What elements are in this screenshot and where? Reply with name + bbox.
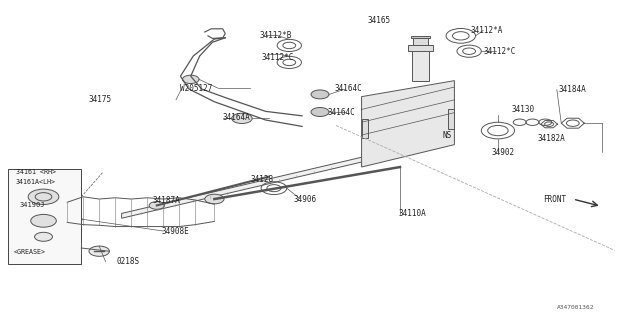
Text: 34182A: 34182A [538, 134, 565, 143]
Circle shape [31, 214, 56, 227]
Circle shape [28, 189, 59, 204]
Circle shape [89, 246, 109, 256]
Circle shape [35, 232, 52, 241]
Bar [411, 36, 430, 38]
Text: NS: NS [443, 131, 452, 140]
Text: 34187A: 34187A [152, 196, 180, 205]
Bar [448, 109, 454, 129]
Circle shape [311, 108, 329, 116]
Text: 34902: 34902 [492, 148, 515, 157]
Text: 34908E: 34908E [161, 227, 189, 236]
Text: 34164A: 34164A [223, 113, 250, 122]
Text: A347001362: A347001362 [557, 305, 595, 310]
Bar [8, 169, 81, 264]
Bar [413, 38, 428, 45]
Text: 34130: 34130 [512, 105, 535, 114]
Polygon shape [122, 152, 384, 218]
Bar [408, 45, 433, 51]
Bar [412, 47, 429, 81]
Circle shape [149, 202, 164, 209]
Circle shape [182, 75, 199, 84]
Text: 34128: 34128 [251, 175, 274, 184]
Bar [362, 119, 368, 138]
Text: W205127: W205127 [180, 84, 213, 93]
Text: FRONT: FRONT [543, 195, 566, 204]
Text: 34190J: 34190J [19, 203, 45, 208]
Text: 34161 <RH>: 34161 <RH> [16, 169, 56, 175]
Text: 34112*C: 34112*C [261, 53, 294, 62]
Text: 34161A<LH>: 34161A<LH> [16, 179, 56, 185]
Text: 34164C: 34164C [334, 84, 362, 93]
Circle shape [205, 194, 224, 204]
Text: 34110A: 34110A [398, 209, 426, 218]
Text: 34164C: 34164C [328, 108, 355, 117]
Polygon shape [362, 81, 454, 167]
Text: 34906: 34906 [293, 195, 316, 204]
Text: 34112*B: 34112*B [259, 31, 292, 40]
Text: 34175: 34175 [88, 95, 111, 104]
Circle shape [311, 90, 329, 99]
Circle shape [232, 113, 252, 124]
Circle shape [56, 213, 82, 226]
Text: <GREASE>: <GREASE> [14, 249, 46, 255]
Text: 0218S: 0218S [116, 257, 140, 266]
Text: 34184A: 34184A [558, 85, 586, 94]
Text: 34112*A: 34112*A [470, 26, 503, 35]
Text: 34165: 34165 [368, 16, 391, 25]
Text: 34112*C: 34112*C [483, 47, 516, 56]
